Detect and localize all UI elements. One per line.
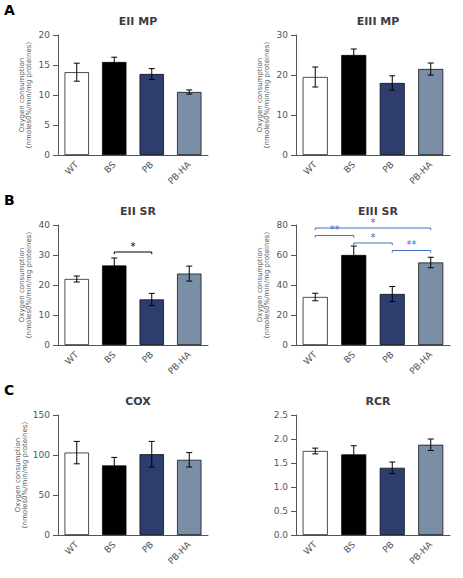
svg-text:20: 20 bbox=[277, 310, 289, 320]
svg-text:*: * bbox=[371, 217, 376, 228]
svg-text:40: 40 bbox=[277, 280, 289, 290]
svg-text:(nmoles0%/min/mg proteines): (nmoles0%/min/mg proteines) bbox=[25, 232, 33, 339]
svg-text:30: 30 bbox=[39, 250, 51, 260]
svg-text:PB: PB bbox=[381, 539, 396, 554]
svg-text:(nmoles0%/min/mg proteines): (nmoles0%/min/mg proteines) bbox=[21, 422, 29, 529]
svg-text:5: 5 bbox=[44, 120, 50, 130]
svg-text:EIII SR: EIII SR bbox=[358, 205, 399, 218]
svg-text:WT: WT bbox=[302, 539, 320, 557]
svg-text:RCR: RCR bbox=[365, 395, 391, 408]
svg-text:PB: PB bbox=[140, 349, 155, 364]
svg-text:2.0: 2.0 bbox=[274, 434, 289, 444]
svg-text:PB: PB bbox=[140, 159, 155, 174]
svg-text:PB-HA: PB-HA bbox=[166, 539, 193, 566]
svg-text:PB-HA: PB-HA bbox=[408, 159, 435, 186]
svg-text:WT: WT bbox=[63, 349, 81, 367]
svg-text:PB-HA: PB-HA bbox=[408, 539, 435, 566]
svg-text:BS: BS bbox=[102, 539, 118, 555]
svg-text:BS: BS bbox=[342, 539, 358, 555]
svg-text:PB-HA: PB-HA bbox=[166, 159, 193, 186]
svg-text:EII MP: EII MP bbox=[119, 15, 158, 28]
svg-text:PB: PB bbox=[381, 349, 396, 364]
svg-text:PB-HA: PB-HA bbox=[166, 349, 193, 376]
svg-text:1.0: 1.0 bbox=[274, 482, 289, 492]
svg-text:150: 150 bbox=[33, 410, 50, 420]
svg-text:20: 20 bbox=[39, 280, 51, 290]
svg-text:**: ** bbox=[330, 224, 340, 235]
svg-text:COX: COX bbox=[125, 395, 151, 408]
svg-text:0: 0 bbox=[44, 530, 50, 540]
svg-text:Oxygen consumption: Oxygen consumption bbox=[17, 57, 26, 133]
svg-text:80: 80 bbox=[277, 220, 289, 230]
svg-text:0.5: 0.5 bbox=[274, 506, 288, 516]
svg-text:0: 0 bbox=[282, 150, 288, 160]
svg-text:BS: BS bbox=[102, 349, 118, 365]
svg-text:BS: BS bbox=[102, 159, 118, 175]
svg-text:*: * bbox=[131, 241, 136, 252]
svg-text:PB-HA: PB-HA bbox=[408, 349, 435, 376]
svg-text:B: B bbox=[4, 192, 15, 208]
svg-text:C: C bbox=[4, 382, 14, 398]
svg-text:BS: BS bbox=[342, 349, 358, 365]
svg-text:0: 0 bbox=[282, 340, 288, 350]
svg-text:40: 40 bbox=[39, 220, 51, 230]
svg-text:(nmoles0%/min/mg proteines): (nmoles0%/min/mg proteines) bbox=[263, 232, 271, 339]
svg-text:WT: WT bbox=[302, 349, 320, 367]
svg-text:2.5: 2.5 bbox=[274, 410, 288, 420]
svg-text:30: 30 bbox=[277, 30, 289, 40]
svg-text:0.0: 0.0 bbox=[274, 530, 289, 540]
svg-text:WT: WT bbox=[63, 539, 81, 557]
svg-text:10: 10 bbox=[39, 310, 51, 320]
svg-text:50: 50 bbox=[39, 490, 51, 500]
svg-text:100: 100 bbox=[33, 450, 50, 460]
svg-text:EIII MP: EIII MP bbox=[357, 15, 400, 28]
svg-text:A: A bbox=[4, 2, 15, 18]
svg-text:0: 0 bbox=[44, 340, 50, 350]
svg-text:Oxygen consumption: Oxygen consumption bbox=[14, 437, 23, 513]
svg-text:**: ** bbox=[407, 239, 417, 250]
svg-text:60: 60 bbox=[277, 250, 289, 260]
svg-text:Oxygen consumption: Oxygen consumption bbox=[255, 57, 264, 133]
svg-text:EII SR: EII SR bbox=[120, 205, 156, 218]
svg-text:WT: WT bbox=[63, 159, 81, 177]
svg-text:20: 20 bbox=[277, 70, 289, 80]
svg-text:20: 20 bbox=[39, 30, 51, 40]
svg-text:BS: BS bbox=[342, 159, 358, 175]
svg-text:10: 10 bbox=[39, 90, 51, 100]
svg-text:(nmoles0%/min/mg proteines): (nmoles0%/min/mg proteines) bbox=[25, 42, 33, 149]
svg-text:10: 10 bbox=[277, 110, 289, 120]
svg-text:1.5: 1.5 bbox=[274, 458, 288, 468]
svg-text:15: 15 bbox=[39, 60, 50, 70]
svg-text:WT: WT bbox=[302, 159, 320, 177]
svg-text:*: * bbox=[371, 232, 376, 243]
svg-text:PB: PB bbox=[140, 539, 155, 554]
svg-text:0: 0 bbox=[44, 150, 50, 160]
svg-text:Oxygen consumption: Oxygen consumption bbox=[17, 247, 26, 323]
svg-text:PB: PB bbox=[381, 159, 396, 174]
svg-text:(nmoles0%/min/mg proteines): (nmoles0%/min/mg proteines) bbox=[263, 42, 271, 149]
svg-text:Oxygen consumption: Oxygen consumption bbox=[255, 247, 264, 323]
